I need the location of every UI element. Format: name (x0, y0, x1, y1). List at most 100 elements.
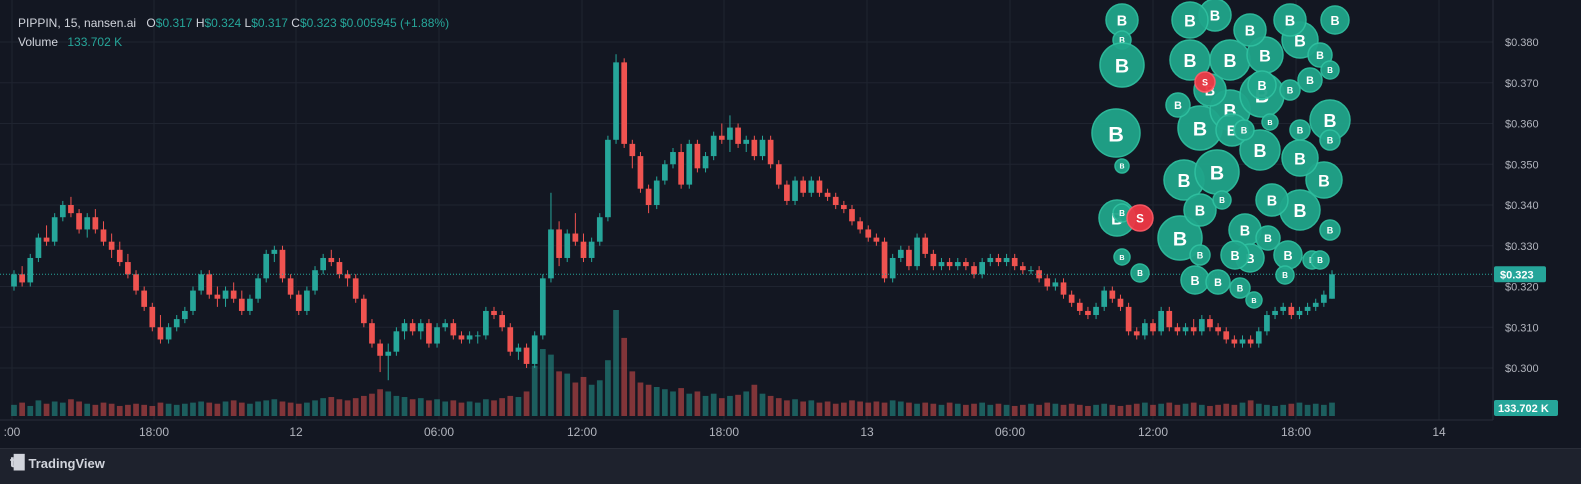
candle-body (832, 196, 839, 205)
volume-bar (849, 400, 855, 416)
volume-bar (841, 402, 847, 416)
candle-body (710, 135, 717, 157)
current-volume-badge (1494, 400, 1558, 416)
buy-marker (1255, 225, 1281, 251)
candle-body (670, 152, 676, 165)
tradingview-logo[interactable]: 𝐭█ TradingView (10, 455, 105, 471)
volume-bar (653, 386, 660, 416)
volume-bar (483, 399, 489, 416)
candle-body (792, 180, 798, 201)
buy-marker (1320, 60, 1340, 80)
buy-marker-label: B (1178, 171, 1191, 191)
time-tick-label: 18:00 (1281, 425, 1311, 439)
volume-bar (92, 404, 99, 416)
volume-bar (263, 400, 270, 416)
volume-bar (678, 388, 684, 416)
candle-body (125, 262, 131, 275)
volume-bar (385, 391, 392, 416)
candle-body (897, 249, 904, 258)
candle-body (1019, 266, 1026, 271)
candle-body (271, 249, 278, 254)
volume-bar (1296, 402, 1303, 416)
candle-body (946, 262, 953, 267)
buy-marker (1114, 158, 1130, 174)
candle-body (605, 139, 611, 218)
price-tick-label: $0.330 (1505, 241, 1539, 253)
volume-bar (352, 398, 359, 416)
volume-bar (507, 395, 514, 416)
volume-bar (1085, 405, 1091, 416)
volume-bar (670, 391, 676, 416)
volume-bar (1052, 403, 1059, 416)
candle-body (1068, 294, 1075, 303)
candle-body (727, 127, 733, 140)
buy-marker-label: B (1210, 9, 1220, 25)
high-value: $0.324 (204, 16, 242, 30)
volume-bar (637, 382, 644, 416)
candle-body (954, 262, 961, 267)
candle-body (1329, 274, 1335, 299)
candle-body (1174, 327, 1181, 332)
buy-marker (1245, 291, 1263, 309)
price-axis-panel (1493, 0, 1581, 448)
time-tick-label: 12 (289, 425, 303, 439)
sell-marker-label: S (1136, 213, 1144, 226)
buy-marker (1113, 248, 1131, 266)
candle-body (295, 294, 302, 311)
volume-bar (230, 400, 237, 416)
volume-bar (1272, 405, 1278, 416)
buy-marker (1297, 67, 1323, 93)
candle-body (360, 298, 367, 324)
buy-marker-label: B (1224, 51, 1237, 71)
candle-body (1003, 257, 1010, 263)
symbol-label: PIPPIN, 15, nansen.ai (18, 16, 137, 30)
buy-marker-label: B (1282, 271, 1288, 280)
buy-marker-label: B (1117, 14, 1127, 30)
buy-marker-label: B (1197, 251, 1204, 261)
candle-body (190, 290, 196, 311)
candle-body (963, 262, 969, 267)
candle-body (19, 274, 25, 283)
volume-bar (141, 404, 148, 416)
volume-bar (800, 401, 807, 416)
buy-marker-label: B (1241, 126, 1248, 136)
buy-marker (1189, 244, 1211, 266)
volume-bar (971, 403, 977, 416)
candle-body (743, 139, 750, 144)
volume-bar (824, 401, 831, 416)
volume-bar (401, 397, 408, 416)
candle-body (1280, 306, 1287, 311)
volume-bar (19, 402, 25, 416)
candle-body (1036, 270, 1042, 279)
candle-body (442, 323, 449, 328)
buy-marker-label: B (1285, 14, 1295, 30)
volume-bar (523, 391, 530, 416)
candle-body (735, 127, 741, 144)
candle-body (1060, 282, 1067, 295)
volume-bar (1158, 403, 1164, 416)
candle-body (816, 180, 823, 193)
volume-bar (979, 402, 986, 416)
candle-body (1142, 323, 1148, 336)
chart-area[interactable]: BBBBBBBSBBBBBBBBBBBBBBBBBBBBBBBBBBBBBBBB… (0, 0, 1581, 449)
candle-body (889, 257, 896, 279)
candle-body (491, 310, 497, 316)
candle-body (824, 192, 831, 197)
volume-bar (1150, 404, 1156, 416)
buy-marker-label: B (1294, 201, 1307, 221)
buy-marker (1305, 161, 1343, 199)
volume-bar (409, 399, 416, 416)
volume-bar (271, 399, 278, 416)
candle-body (133, 274, 139, 291)
buy-marker-label: B (1245, 24, 1255, 40)
candle-body (1182, 327, 1189, 332)
sell-marker (1194, 71, 1216, 93)
candle-body (1150, 323, 1156, 332)
volume-bar (694, 391, 701, 416)
buy-marker (1247, 70, 1277, 100)
price-chart-svg[interactable]: BBBBBBBSBBBBBBBBBBBBBBBBBBBBBBBBBBBBBBBB… (0, 0, 1581, 448)
candle-body (1296, 310, 1303, 316)
buy-marker-label: B (1214, 277, 1222, 289)
price-tick-label: $0.370 (1505, 78, 1539, 90)
volume-bar (1239, 402, 1246, 416)
